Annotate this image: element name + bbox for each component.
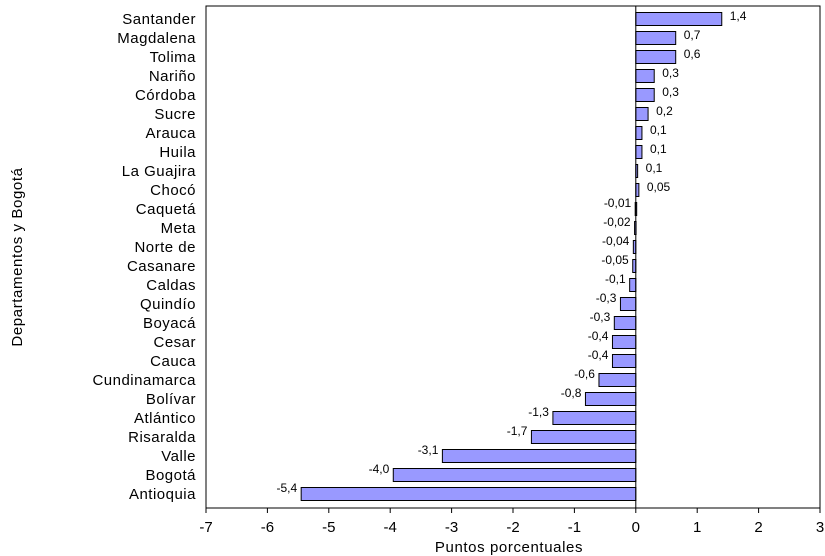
x-tick-label: -4 xyxy=(384,519,397,536)
x-tick-label: -3 xyxy=(445,519,458,536)
data-label: -0,02 xyxy=(603,215,631,229)
bar-group xyxy=(300,12,723,501)
data-label: 0,3 xyxy=(662,66,679,80)
data-label: -3,1 xyxy=(418,443,439,457)
bar xyxy=(635,88,655,102)
data-label: 0,1 xyxy=(650,123,667,137)
bar xyxy=(635,126,643,140)
category-label: Santander xyxy=(122,11,196,28)
x-tick-label: -5 xyxy=(322,519,335,536)
category-label: Cundinamarca xyxy=(92,372,196,389)
category-label: Norte de xyxy=(134,239,196,256)
bar xyxy=(635,69,655,83)
bar xyxy=(635,12,723,26)
category-label: Meta xyxy=(161,220,197,237)
category-label: Boyacá xyxy=(143,315,196,332)
bar xyxy=(530,430,637,444)
bar xyxy=(635,107,649,121)
category-label: Atlántico xyxy=(134,410,196,427)
bar xyxy=(611,354,637,368)
category-label: Cesar xyxy=(153,334,196,351)
bar xyxy=(392,468,637,482)
data-label: -0,05 xyxy=(601,253,629,267)
data-label: 0,1 xyxy=(646,161,663,175)
data-label: 0,6 xyxy=(684,47,701,61)
category-label: Arauca xyxy=(145,125,196,142)
bar xyxy=(635,145,643,159)
category-label: Antioquia xyxy=(129,486,196,503)
category-label: Sucre xyxy=(154,106,196,123)
category-label: Chocó xyxy=(150,182,196,199)
data-label: 0,7 xyxy=(684,28,701,42)
data-label: -0,8 xyxy=(561,386,582,400)
bar xyxy=(598,373,637,387)
bar xyxy=(635,31,677,45)
category-label: Nariño xyxy=(149,68,196,85)
data-label: -0,3 xyxy=(590,310,611,324)
data-label: -4,0 xyxy=(369,462,390,476)
x-axis-title: Puntos porcentuales xyxy=(435,539,583,556)
x-tick-label: -1 xyxy=(568,519,581,536)
bar xyxy=(619,297,637,311)
category-label: Tolima xyxy=(150,49,197,66)
data-label: -0,4 xyxy=(588,329,609,343)
x-tick-label: -6 xyxy=(261,519,274,536)
category-label: Caquetá xyxy=(136,201,196,218)
bar xyxy=(611,335,637,349)
x-ticks: -7 -6 -5 -4 -3 -2 -1 0 1 2 3 xyxy=(199,508,824,536)
data-label: -0,04 xyxy=(602,234,630,248)
data-label: 0,3 xyxy=(662,85,679,99)
category-label: Valle xyxy=(161,448,196,465)
bar xyxy=(613,316,637,330)
data-label: -0,6 xyxy=(574,367,595,381)
x-tick-label: 1 xyxy=(693,519,701,536)
bar xyxy=(552,411,637,425)
data-label: -0,4 xyxy=(588,348,609,362)
category-label: Caldas xyxy=(146,277,196,294)
category-label: La Guajira xyxy=(122,163,196,180)
category-label: Bogotá xyxy=(145,467,196,484)
bar xyxy=(300,487,637,501)
category-labels: Santander Magdalena Tolima Nariño Córdoba Suc… xyxy=(92,11,197,503)
data-label: -1,7 xyxy=(507,424,528,438)
category-label: Quindío xyxy=(140,296,196,313)
data-label: -1,3 xyxy=(528,405,549,419)
category-label: Bolívar xyxy=(146,391,196,408)
category-label: Córdoba xyxy=(135,87,196,104)
data-label: 0,05 xyxy=(647,180,671,194)
bar xyxy=(441,449,637,463)
bar xyxy=(629,278,637,292)
data-label: -0,3 xyxy=(596,291,617,305)
data-label: 0,1 xyxy=(650,142,667,156)
data-labels: 1,4 0,7 0,6 0,3 0,3 0,2 0,1 0,1 0,1 0,05 -0,01 -0,0… xyxy=(276,9,746,495)
data-label: 0,2 xyxy=(656,104,673,118)
x-tick-label: -2 xyxy=(506,519,519,536)
bar xyxy=(635,50,677,64)
data-label: -0,01 xyxy=(604,196,632,210)
data-label: 1,4 xyxy=(730,9,747,23)
bar xyxy=(584,392,637,406)
y-axis-title: Departamentos y Bogotá xyxy=(9,167,26,346)
x-tick-label: 0 xyxy=(632,519,640,536)
data-label: -0,1 xyxy=(605,272,626,286)
data-label: -5,4 xyxy=(276,481,297,495)
category-label: Huila xyxy=(159,144,196,161)
x-tick-label: -7 xyxy=(199,519,212,536)
category-label: Casanare xyxy=(127,258,196,275)
x-tick-label: 3 xyxy=(816,519,824,536)
x-tick-label: 2 xyxy=(754,519,762,536)
category-label: Cauca xyxy=(150,353,196,370)
category-label: Risaralda xyxy=(128,429,196,446)
category-label: Magdalena xyxy=(117,30,196,47)
